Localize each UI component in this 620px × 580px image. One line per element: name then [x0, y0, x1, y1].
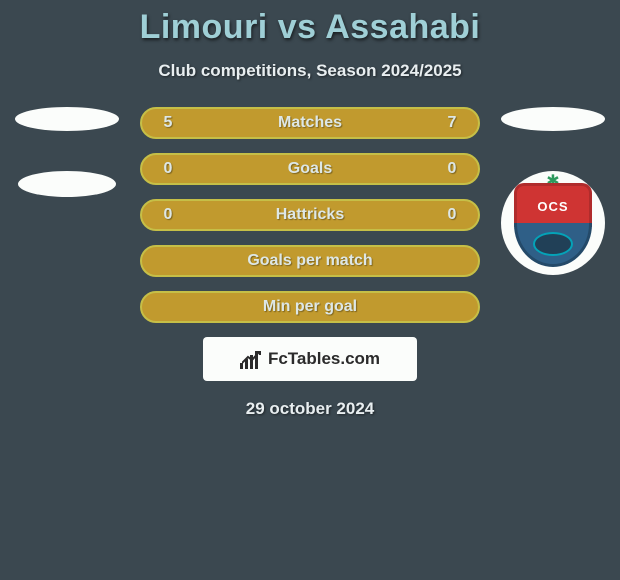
page-subtitle: Club competitions, Season 2024/2025 — [0, 61, 620, 81]
stat-left-value: 0 — [156, 160, 180, 178]
left-player-col — [12, 107, 122, 197]
comparison-card: Limouri vs Assahabi Club competitions, S… — [0, 0, 620, 419]
stat-row-goals-per-match: Goals per match — [140, 245, 480, 277]
page-title: Limouri vs Assahabi — [0, 8, 620, 47]
left-team-logo-placeholder — [18, 171, 116, 197]
stat-label: Goals per match — [180, 252, 440, 270]
stat-row-matches: 5 Matches 7 — [140, 107, 480, 139]
stat-label: Matches — [180, 114, 440, 132]
footer-date: 29 october 2024 — [0, 399, 620, 419]
branding-text: FcTables.com — [268, 349, 380, 369]
stat-row-hattricks: 0 Hattricks 0 — [140, 199, 480, 231]
stat-row-min-per-goal: Min per goal — [140, 291, 480, 323]
shield-label: OCS — [537, 199, 568, 214]
stat-label: Hattricks — [180, 206, 440, 224]
stat-row-goals: 0 Goals 0 — [140, 153, 480, 185]
stat-bars: 5 Matches 7 0 Goals 0 0 Hattricks 0 Goal… — [140, 107, 480, 323]
right-player-col: ✱ OCS — [498, 107, 608, 275]
stat-left-value: 0 — [156, 206, 180, 224]
shield-icon: ✱ OCS — [514, 179, 592, 267]
fctables-icon — [240, 349, 262, 369]
right-player-avatar-placeholder — [501, 107, 605, 131]
stat-right-value: 0 — [440, 206, 464, 224]
stat-label: Goals — [180, 160, 440, 178]
stat-label: Min per goal — [180, 298, 440, 316]
branding-badge[interactable]: FcTables.com — [203, 337, 417, 381]
left-player-avatar-placeholder — [15, 107, 119, 131]
stat-right-value: 7 — [440, 114, 464, 132]
right-team-logo: ✱ OCS — [501, 171, 605, 275]
stat-left-value: 5 — [156, 114, 180, 132]
stat-right-value: 0 — [440, 160, 464, 178]
comparison-body: 5 Matches 7 0 Goals 0 0 Hattricks 0 Goal… — [0, 107, 620, 323]
shield-top: OCS — [514, 183, 592, 227]
ball-icon — [533, 232, 573, 256]
shield-bottom — [514, 223, 592, 267]
